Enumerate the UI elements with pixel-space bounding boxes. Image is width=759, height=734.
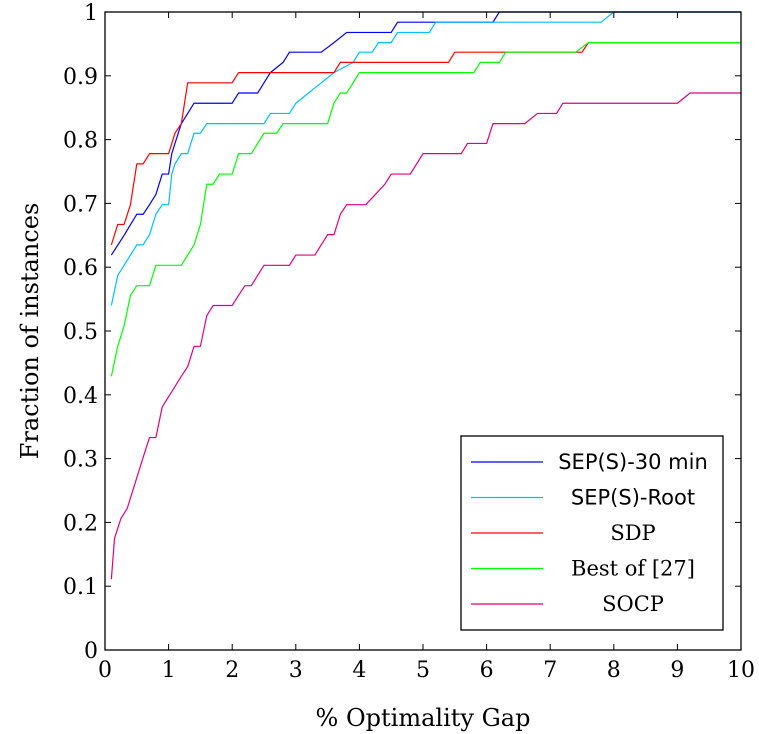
x-tick-label: 10: [727, 658, 755, 683]
y-tick-label: 0.6: [63, 256, 98, 281]
y-tick-label: 0.9: [63, 65, 98, 90]
x-tick-label: 3: [289, 658, 303, 683]
y-tick-label: 0.2: [63, 511, 98, 536]
y-axis-label: Fraction of instances: [16, 203, 44, 460]
x-tick-label: 8: [607, 658, 621, 683]
series-line-sep-s-30-min: [110, 11, 741, 256]
legend-label-sep-s-root: SEP(S)-Root: [571, 486, 695, 510]
x-tick-label: 1: [162, 658, 176, 683]
x-tick-label: 7: [543, 658, 557, 683]
y-tick-label: 0.5: [63, 320, 98, 345]
series-layer: [110, 11, 741, 580]
y-tick-label: 0.7: [63, 192, 98, 217]
series-line-sdp: [110, 42, 741, 246]
y-tick-label: 0.1: [63, 575, 98, 600]
x-tick-label: 6: [480, 658, 494, 683]
legend-label-best-of-27: Best of [27]: [571, 557, 695, 581]
x-axis-label: % Optimality Gap: [316, 704, 531, 732]
y-tick-label: 0.8: [63, 129, 98, 154]
ticks-layer: 0 1 2 3 4 5 6 7 8 9 10 0 0.1 0.2 0.3 0.4 0.5 0.6 0.7 0.8 0.9…: [63, 1, 755, 683]
legend: SEP(S)-30 min SEP(S)-Root SDP Best of [27] S…: [460, 435, 724, 631]
y-tick-label: 0: [84, 639, 98, 664]
x-tick-label: 2: [225, 658, 239, 683]
series-line-sep-s-root: [110, 11, 741, 306]
y-tick-label: 0.3: [63, 448, 98, 473]
legend-label-sdp: SDP: [610, 521, 655, 545]
x-tick-label: 0: [98, 658, 112, 683]
legend-label-socp: SOCP: [602, 592, 664, 616]
series-line-best-of-27: [110, 42, 741, 377]
series-line-socp: [110, 92, 741, 580]
x-tick-label: 4: [352, 658, 366, 683]
legend-entries: SEP(S)-30 min SEP(S)-Root SDP Best of [27] S…: [471, 450, 708, 616]
y-tick-label: 0.4: [63, 384, 98, 409]
y-tick-label: 1: [84, 1, 98, 26]
x-tick-label: 9: [670, 658, 684, 683]
legend-label-sep-s-30-min: SEP(S)-30 min: [558, 450, 708, 474]
x-tick-label: 5: [416, 658, 430, 683]
